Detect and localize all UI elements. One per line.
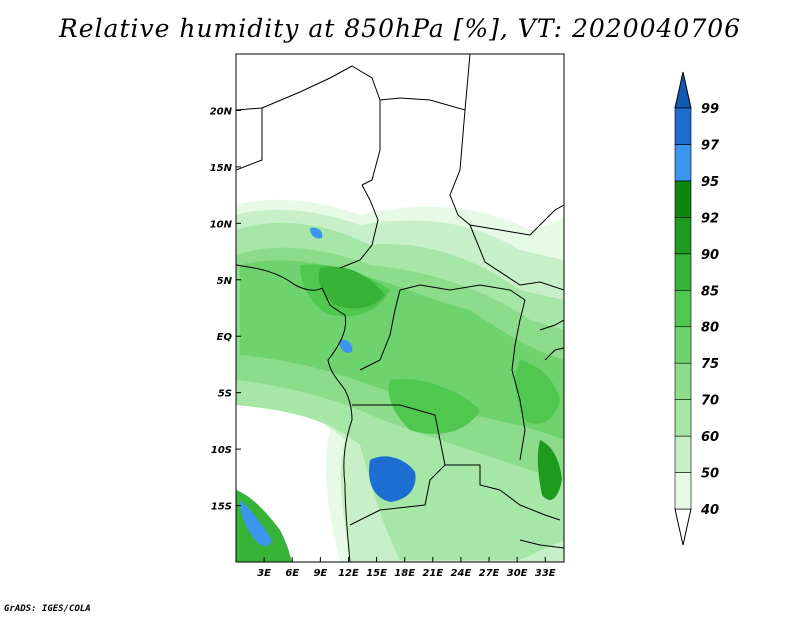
y-tick-label: 5S [218, 389, 232, 400]
humidity-field [236, 54, 564, 562]
colorbar: 40 50 60 70 75 80 85 90 92 95 97 99 [674, 71, 720, 546]
x-tick-label: 18E [394, 568, 415, 579]
contour-95d [339, 339, 353, 353]
colorbar-label: 90 [701, 248, 719, 263]
colorbar-segment [674, 362, 692, 400]
contour-90b [236, 490, 292, 562]
colorbar-label: 95 [701, 175, 719, 190]
y-tick-label: EQ [217, 332, 233, 343]
colorbar-label: 92 [701, 211, 719, 226]
colorbar-label: 97 [701, 138, 720, 153]
colorbar-segment [674, 326, 692, 364]
colorbar-segment [674, 253, 692, 291]
map-frame [235, 53, 565, 563]
y-tick-label: 15S [211, 502, 232, 513]
contour-95b [240, 500, 272, 546]
x-tick-label: 21E [422, 568, 443, 579]
colorbar-top-arrow [674, 71, 692, 109]
colorbar-label: 80 [701, 321, 719, 336]
x-tick-label: 15E [366, 568, 387, 579]
contour-85c [515, 360, 560, 424]
y-tick-label: 10S [211, 445, 232, 456]
colorbar-segment [674, 435, 692, 473]
colorbar-segment [674, 399, 692, 437]
colorbar-label: 50 [701, 467, 719, 482]
colorbar-label: 40 [700, 503, 719, 518]
contour-90 [318, 266, 385, 309]
x-tick-label: 27E [479, 568, 500, 579]
x-tick-label: 33E [535, 568, 556, 579]
colorbar-segment [674, 144, 692, 182]
contour-85b [388, 379, 480, 434]
map-axes: 3E 6E 9E 12E 15E 18E 21E 24E 27E 30E 33E 20N 15N 10N 5… [210, 106, 556, 579]
y-tick-label: 5N [217, 276, 233, 287]
y-tick-label: 15N [210, 163, 233, 174]
x-tick-label: 30E [507, 568, 528, 579]
contour-92 [537, 440, 562, 500]
x-tick-label: 24E [451, 568, 472, 579]
x-tick-label: 9E [313, 568, 327, 579]
colorbar-segment [674, 180, 692, 218]
contour-95c [310, 227, 323, 239]
colorbar-label: 70 [701, 394, 719, 409]
colorbar-bottom-arrow [674, 508, 692, 546]
chart-title: Relative humidity at 850hPa [%], VT: 202… [58, 14, 742, 43]
country-borders [236, 54, 564, 562]
colorbar-segment [674, 107, 692, 145]
colorbar-label: 85 [701, 284, 719, 299]
x-tick-label: 12E [338, 568, 359, 579]
colorbar-segment [674, 472, 692, 510]
colorbar-label: 75 [701, 357, 719, 372]
colorbar-segment [674, 289, 692, 328]
colorbar-segment [674, 217, 692, 255]
y-tick-label: 20N [210, 106, 233, 117]
x-tick-label: 3E [257, 568, 271, 579]
colorbar-label: 99 [701, 102, 719, 117]
y-tick-label: 10N [210, 219, 233, 230]
grads-credit: GrADS: IGES/COLA [4, 604, 91, 614]
colorbar-label: 60 [701, 430, 719, 445]
contour-95 [369, 456, 416, 502]
x-tick-label: 6E [285, 568, 299, 579]
